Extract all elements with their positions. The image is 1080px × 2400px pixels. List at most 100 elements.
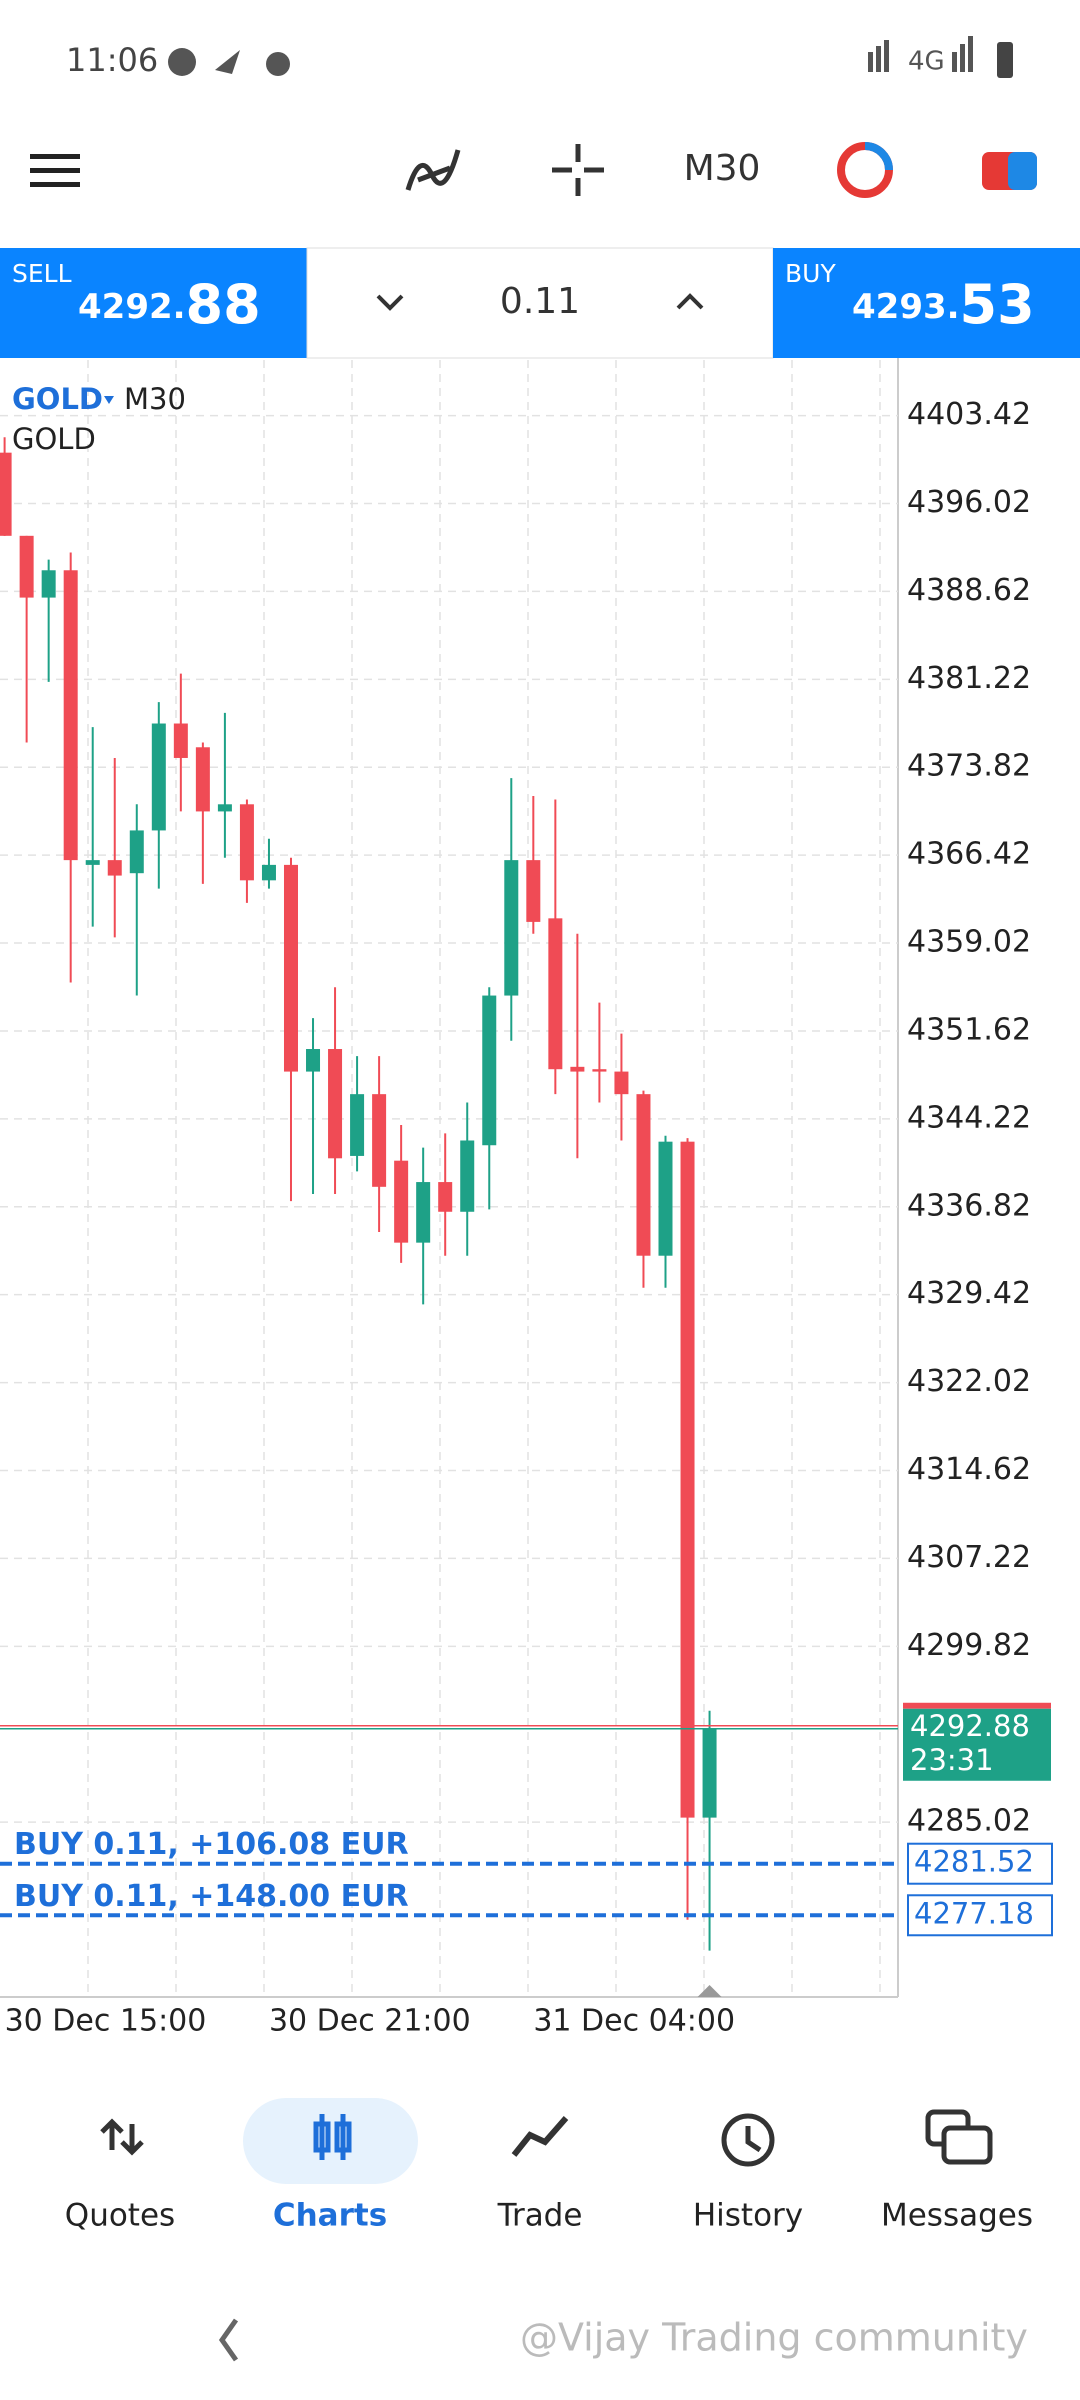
trade-icon[interactable] bbox=[511, 2116, 569, 2157]
y-tick-label: 4403.42 bbox=[907, 397, 1031, 432]
y-tick-label: 4351.62 bbox=[907, 1012, 1031, 1047]
battery-icon bbox=[997, 42, 1013, 78]
candle-body bbox=[239, 804, 254, 881]
symbol-dropdown[interactable] bbox=[104, 396, 114, 404]
sell-button[interactable] bbox=[0, 248, 307, 358]
history-icon[interactable] bbox=[721, 2113, 775, 2167]
nav-label[interactable]: Charts bbox=[273, 2198, 387, 2234]
buy-price-big: 53 bbox=[960, 273, 1035, 336]
signal-bar bbox=[960, 44, 965, 72]
buy-label: BUY bbox=[785, 259, 836, 288]
candle-body bbox=[173, 723, 188, 758]
y-tick-label: 4396.02 bbox=[907, 485, 1031, 520]
buy-price: 4293.53 bbox=[852, 273, 1035, 336]
y-tick-label: 4373.82 bbox=[907, 749, 1031, 784]
candle-body bbox=[702, 1728, 717, 1818]
chart: 4403.42 4396.02 4388.62 4381.22 4373.82 4366.… bbox=[0, 358, 1053, 2039]
y-tick-label: 4299.82 bbox=[907, 1628, 1031, 1663]
status-time: 11:06 bbox=[66, 41, 158, 79]
candle-body bbox=[107, 860, 122, 876]
price-tag-value: 4292.88 bbox=[910, 1709, 1030, 1743]
y-tick-label: 4336.82 bbox=[907, 1188, 1031, 1223]
candle-body bbox=[548, 918, 563, 1070]
candle-body bbox=[195, 747, 210, 812]
y-tick-label: 4307.22 bbox=[907, 1540, 1031, 1575]
buy-button[interactable] bbox=[773, 248, 1080, 358]
candle-body bbox=[570, 1066, 585, 1072]
lot-size[interactable]: 0.11 bbox=[500, 281, 580, 322]
chart-subtitle: GOLD bbox=[12, 422, 96, 456]
timeframe-button[interactable]: M30 bbox=[684, 148, 761, 189]
order-label: BUY 0.11, +106.08 EUR bbox=[14, 1827, 409, 1862]
candle-body bbox=[504, 860, 519, 996]
candle-body bbox=[350, 1094, 365, 1156]
sell-price-main: 4292. bbox=[78, 287, 186, 327]
candle-body bbox=[328, 1049, 343, 1159]
nav-label[interactable]: History bbox=[693, 2198, 803, 2234]
chart-timeframe: M30 bbox=[124, 382, 186, 416]
candle-body bbox=[592, 1069, 607, 1072]
nav-label[interactable]: Trade bbox=[497, 2198, 583, 2234]
nav-label[interactable]: Quotes bbox=[65, 2198, 175, 2234]
sell-label: SELL bbox=[12, 259, 72, 288]
candle-body bbox=[658, 1141, 673, 1256]
clock-icon bbox=[864, 142, 893, 171]
candle-body bbox=[306, 1049, 321, 1072]
x-tick-label: 30 Dec 21:00 bbox=[269, 2004, 471, 2039]
candle-body bbox=[151, 723, 166, 831]
order-price-box bbox=[907, 1842, 1053, 1885]
order-price: 4277.18 bbox=[914, 1896, 1034, 1930]
candle-body bbox=[85, 860, 100, 865]
time-marker bbox=[697, 1985, 722, 1997]
candle-body bbox=[438, 1182, 453, 1212]
crosshair-button[interactable] bbox=[552, 144, 604, 196]
x-tick-label: 31 Dec 04:00 bbox=[533, 2004, 735, 2039]
candle-body bbox=[217, 804, 232, 812]
lot-decrease[interactable] bbox=[376, 294, 404, 311]
telegram-icon bbox=[168, 48, 196, 76]
network-type: 4G bbox=[908, 47, 945, 77]
candle-body bbox=[283, 864, 298, 1072]
candle-body bbox=[416, 1182, 431, 1243]
order-price: 4281.52 bbox=[914, 1845, 1034, 1879]
candle-body bbox=[41, 570, 56, 598]
buy-price-main: 4293. bbox=[852, 287, 960, 327]
back-button[interactable] bbox=[218, 2318, 239, 2362]
quotes-icon[interactable] bbox=[100, 2118, 144, 2156]
signal-bar bbox=[876, 46, 881, 72]
y-tick-label: 4314.62 bbox=[907, 1452, 1031, 1487]
indicators-button[interactable] bbox=[405, 149, 461, 191]
candle-body bbox=[482, 995, 497, 1146]
candle-body bbox=[0, 452, 12, 536]
y-tick-label: 4285.02 bbox=[907, 1804, 1031, 1839]
candle-body bbox=[19, 535, 34, 598]
lot-increase[interactable] bbox=[676, 293, 704, 310]
candle-body bbox=[526, 860, 541, 922]
signal-bar bbox=[952, 52, 957, 72]
candle-body bbox=[614, 1071, 629, 1095]
candle-body bbox=[636, 1094, 651, 1256]
order-label: BUY 0.11, +148.00 EUR bbox=[14, 1879, 409, 1914]
y-tick-label: 4359.02 bbox=[907, 925, 1031, 960]
charts-icon[interactable] bbox=[313, 2114, 352, 2160]
candle-body bbox=[261, 864, 276, 881]
trade-icon bbox=[1008, 152, 1037, 190]
y-tick-label: 4381.22 bbox=[907, 661, 1031, 696]
y-tick-label: 4322.02 bbox=[907, 1364, 1031, 1399]
price-tag-edge bbox=[903, 1702, 1051, 1709]
nav-label[interactable]: Messages bbox=[881, 2198, 1033, 2234]
messages-icon[interactable] bbox=[925, 2109, 993, 2165]
y-tick-label: 4329.42 bbox=[907, 1276, 1031, 1311]
symbol[interactable]: GOLD bbox=[12, 382, 103, 416]
price-tag bbox=[903, 1708, 1051, 1781]
signal-bar bbox=[868, 52, 873, 72]
candle-body bbox=[394, 1160, 409, 1243]
candle-body bbox=[129, 830, 144, 874]
sell-price: 4292.88 bbox=[78, 273, 261, 336]
sell-price-big: 88 bbox=[186, 273, 261, 336]
y-tick-label: 4366.42 bbox=[907, 837, 1031, 872]
order-price-box bbox=[907, 1894, 1053, 1937]
app-icon bbox=[266, 52, 290, 76]
menu-button[interactable] bbox=[30, 154, 80, 187]
